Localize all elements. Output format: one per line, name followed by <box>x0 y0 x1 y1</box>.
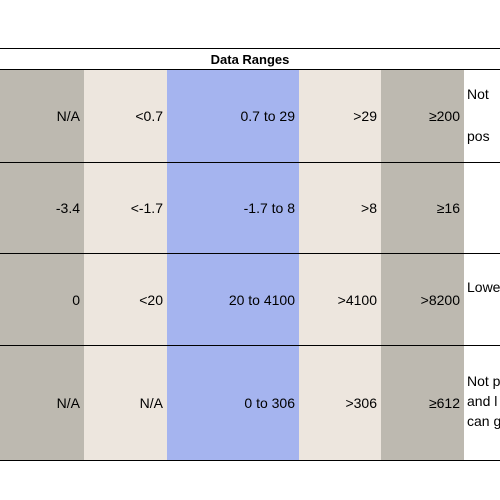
table-cell: <20 <box>84 254 167 345</box>
table-cell: >8200 <box>381 254 464 345</box>
row-note: Not p and l can g <box>464 346 500 460</box>
table-cell: N/A <box>0 346 84 460</box>
table-title: Data Ranges <box>0 48 500 70</box>
table-cell: 0 <box>0 254 84 345</box>
table-cell: N/A <box>0 70 84 162</box>
table-row: N/A <0.7 0.7 to 29 >29 ≥200 Not pos <box>0 70 500 163</box>
table-cell: 0 to 306 <box>167 346 299 460</box>
row-note: Not pos <box>464 70 500 162</box>
table-cell: ≥16 <box>381 163 464 253</box>
table-cell: <0.7 <box>84 70 167 162</box>
row-note <box>464 163 500 253</box>
note-line: can g <box>467 413 500 429</box>
table-row: -3.4 <-1.7 -1.7 to 8 >8 ≥16 <box>0 163 500 254</box>
table-cell: 20 to 4100 <box>167 254 299 345</box>
table-cell: ≥612 <box>381 346 464 460</box>
table-cell: ≥200 <box>381 70 464 162</box>
table-cell: >29 <box>299 70 381 162</box>
table-cell: N/A <box>84 346 167 460</box>
table-cell: -3.4 <box>0 163 84 253</box>
note-line: Not <box>467 86 489 102</box>
row-note: Lowe <box>464 254 500 345</box>
table-cell: <-1.7 <box>84 163 167 253</box>
table-cell: >8 <box>299 163 381 253</box>
table-cell: >4100 <box>299 254 381 345</box>
note-line: Not p <box>467 373 500 389</box>
table-cell: 0.7 to 29 <box>167 70 299 162</box>
note-line: pos <box>467 128 490 144</box>
table-row: N/A N/A 0 to 306 >306 ≥612 Not p and l c… <box>0 346 500 461</box>
table-row: 0 <20 20 to 4100 >4100 >8200 Lowe <box>0 254 500 346</box>
note-line: Lowe <box>467 279 500 295</box>
table-cell: -1.7 to 8 <box>167 163 299 253</box>
table-cell: >306 <box>299 346 381 460</box>
note-line: and l <box>467 393 498 409</box>
